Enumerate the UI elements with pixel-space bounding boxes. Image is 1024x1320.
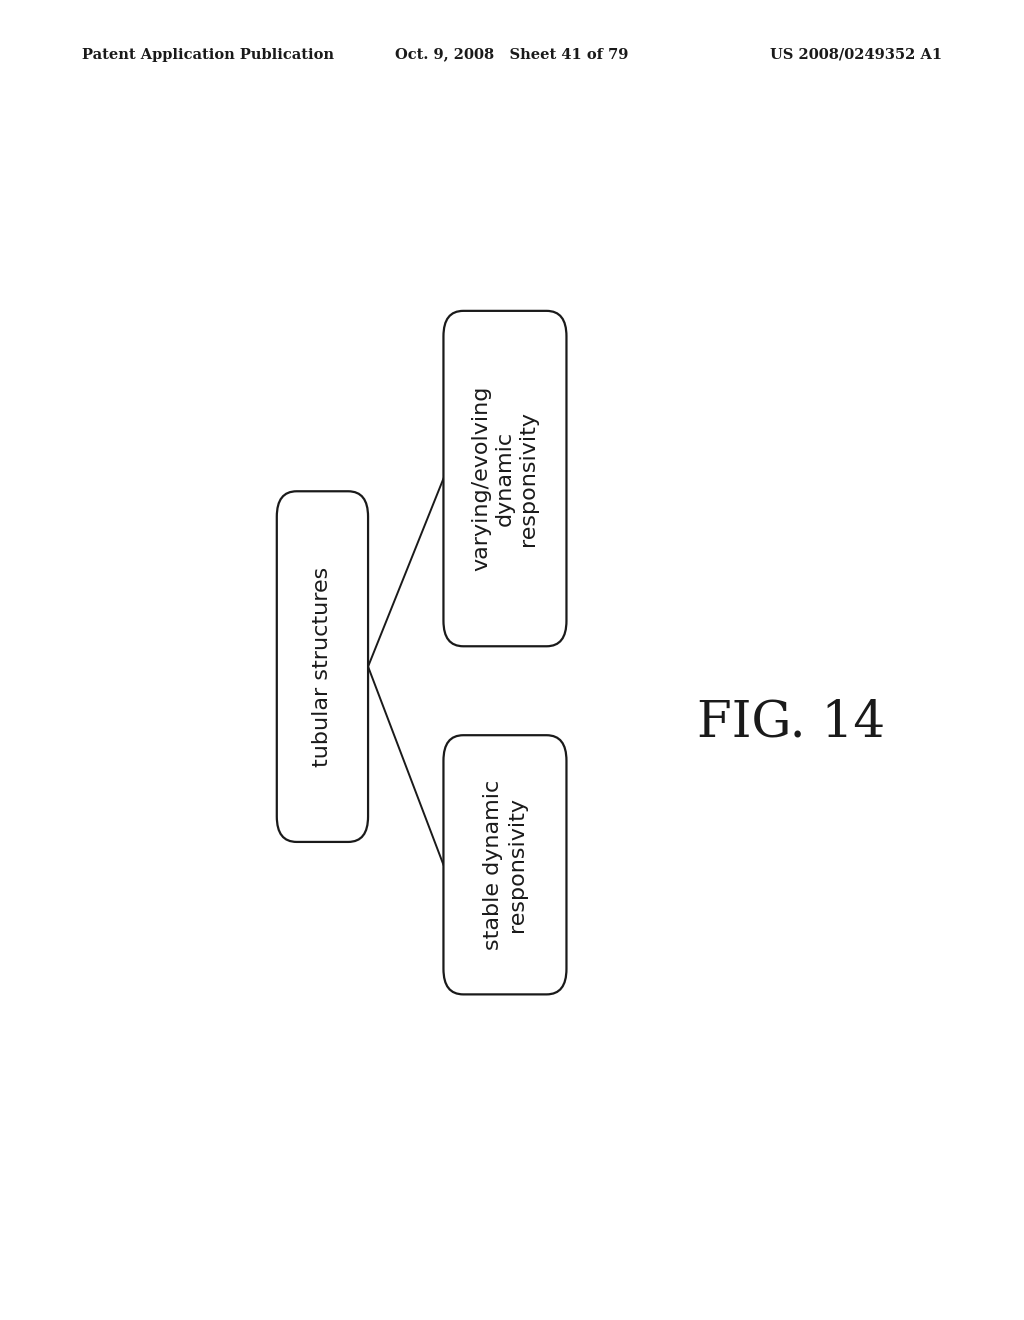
FancyBboxPatch shape xyxy=(443,312,566,647)
Text: varying/evolving
dynamic
responsivity: varying/evolving dynamic responsivity xyxy=(472,385,539,572)
FancyBboxPatch shape xyxy=(276,491,368,842)
Text: stable dynamic
responsivity: stable dynamic responsivity xyxy=(483,780,526,950)
Text: Oct. 9, 2008   Sheet 41 of 79: Oct. 9, 2008 Sheet 41 of 79 xyxy=(395,48,629,62)
Text: US 2008/0249352 A1: US 2008/0249352 A1 xyxy=(770,48,942,62)
Text: tubular structures: tubular structures xyxy=(312,566,333,767)
Text: FIG. 14: FIG. 14 xyxy=(696,698,885,747)
Text: Patent Application Publication: Patent Application Publication xyxy=(82,48,334,62)
FancyBboxPatch shape xyxy=(443,735,566,994)
